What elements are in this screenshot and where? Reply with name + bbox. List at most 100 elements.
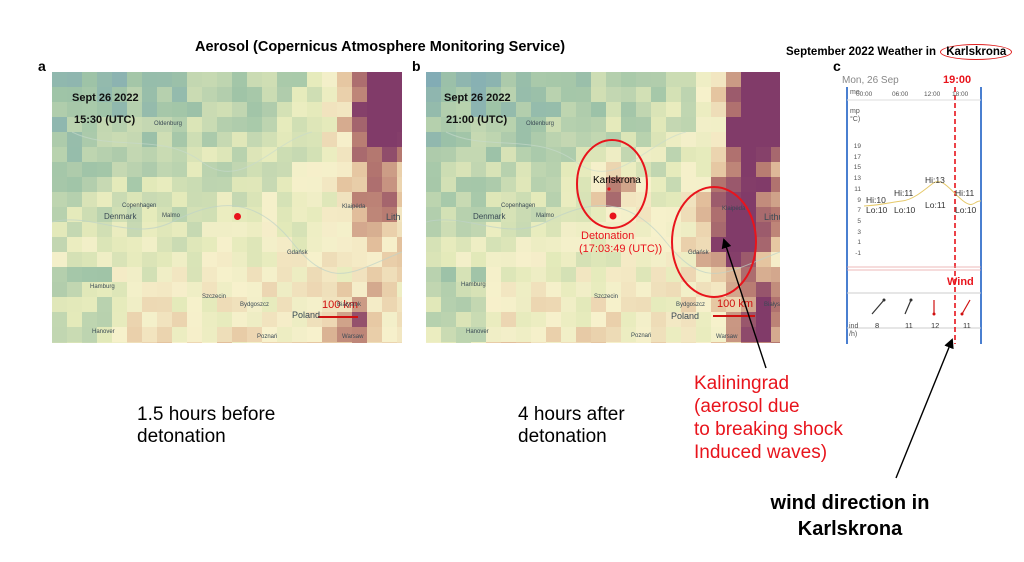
temp-tick: 1	[857, 239, 861, 247]
wind-direction-arrow	[871, 299, 885, 315]
hi-label: Hi:11	[894, 188, 914, 198]
hi-label: Hi:11	[955, 188, 975, 198]
wind-speed: 11	[905, 321, 913, 330]
aerosol-map-b: Sept 26 2022 21:00 (UTC) Denmark Copenhag…	[426, 72, 780, 343]
wind-arrow-head	[909, 298, 913, 302]
weather-title-city: Karlskrona	[940, 44, 1013, 60]
temp-axis-label: mp °C)	[850, 108, 861, 123]
wind-speed: 12	[931, 321, 940, 330]
weather-plot	[846, 87, 982, 344]
place-label: Białystok	[764, 302, 780, 308]
place-label: Gdańsk	[688, 250, 709, 256]
wind-axis-label: ind/h)	[849, 323, 859, 338]
lo-label: Lo:11	[925, 200, 946, 210]
temp-tick: 5	[857, 217, 861, 225]
temp-tick: 17	[853, 153, 861, 161]
time-label: 00:00	[856, 91, 873, 98]
kaliningrad-annotation: Kaliningrad (aerosol due to breaking sho…	[694, 372, 843, 464]
map-a-scale-bar	[318, 316, 358, 318]
aerosol-heatmap-a	[52, 72, 402, 343]
panel-b-label: b	[412, 58, 421, 74]
lo-label: Lo:10	[866, 205, 888, 215]
place-label: Hamburg	[461, 282, 486, 288]
partial-axis-label: me	[850, 89, 860, 96]
place-label: Bydgoszcz	[676, 302, 706, 308]
temp-tick: 7	[857, 207, 861, 215]
temp-curve	[863, 181, 982, 207]
wind-speed: 8	[875, 321, 880, 330]
weather-highlight-time: 19:00	[943, 74, 972, 86]
map-a-time: 15:30 (UTC)	[74, 114, 136, 126]
map-b-time: 21:00 (UTC)	[446, 114, 508, 126]
kaliningrad-note-line2: (aerosol due	[694, 396, 800, 417]
temp-tick: 9	[857, 196, 861, 204]
place-label: Copenhagen	[122, 203, 157, 209]
kaliningrad-note-line3: to breaking shock	[694, 419, 843, 440]
weather-title-prefix: September 2022 Weather in	[786, 46, 936, 58]
temp-tick: 15	[853, 164, 861, 172]
aerosol-map-a: Sept 26 2022 15:30 (UTC) 100 km Denmark C…	[52, 72, 402, 343]
caption-a-line1: 1.5 hours before	[137, 404, 276, 425]
caption-b-line1: 4 hours after	[518, 404, 625, 425]
wind-speed: 11	[963, 321, 971, 330]
weather-title: September 2022 Weather in Karlskrona	[786, 44, 1013, 60]
place-label: Warsaw	[342, 334, 364, 340]
weather-chart: Mon, 26 Sep 19:00 00:00 06:00 12:00 18:00 1…	[842, 72, 988, 344]
hi-label: Hi:10	[866, 195, 886, 205]
temp-tick: 19	[853, 143, 861, 150]
detonation-point-a	[234, 213, 241, 220]
wind-note-line1: wind direction in	[770, 492, 930, 514]
place-label: Poznań	[631, 333, 652, 339]
temp-tick: 3	[857, 228, 861, 236]
time-label: 18:00	[952, 91, 969, 98]
kaliningrad-ellipse	[671, 186, 757, 298]
place-label: Hanover	[466, 329, 489, 335]
kaliningrad-note-line1: Kaliningrad	[694, 373, 790, 394]
wind-note-line2: Karlskrona	[797, 518, 903, 540]
detonation-point-b	[609, 212, 617, 220]
karlskrona-ellipse	[576, 139, 648, 229]
karlskrona-point	[607, 187, 611, 191]
temp-tick: 13	[853, 175, 861, 183]
place-label: Copenhagen	[501, 203, 536, 209]
lo-label: Lo:10	[955, 205, 977, 215]
map-a-scale-label: 100 km	[322, 299, 359, 311]
wind-label: Wind	[947, 276, 974, 288]
place-label: Oldenburg	[526, 121, 555, 127]
place-label: Szczecin	[202, 294, 227, 300]
detonation-label: Detonation	[581, 230, 635, 242]
place-label: Hanover	[92, 329, 115, 335]
lo-label: Lo:10	[894, 205, 916, 215]
wind-direction-arrow	[961, 299, 971, 315]
weather-day: Mon, 26 Sep	[842, 75, 899, 86]
place-label: Denmark	[104, 212, 137, 221]
place-label: Hamburg	[90, 284, 115, 290]
place-label: Gdańsk	[287, 250, 308, 256]
map-a-date: Sept 26 2022	[72, 92, 139, 104]
wind-arrow	[895, 338, 954, 479]
place-label: Bydgoszcz	[240, 302, 270, 308]
caption-a-line2: detonation	[137, 426, 226, 447]
place-label: Poznań	[257, 334, 278, 340]
temp-tick: 11	[854, 185, 861, 193]
caption-a: 1.5 hours before detonation	[137, 404, 275, 448]
time-label: 06:00	[892, 91, 909, 98]
hi-label: Hi:13	[925, 175, 945, 185]
place-label: Denmark	[473, 212, 506, 221]
time-label: 12:00	[924, 91, 941, 98]
wind-arrow-head	[882, 298, 886, 302]
place-label: Lithu	[764, 212, 780, 222]
karlskrona-label: Karlskrona	[593, 175, 641, 186]
place-label: Poland	[671, 311, 700, 321]
place-label: Malmo	[162, 213, 181, 219]
place-label: Szczecin	[594, 294, 619, 300]
map-b-date: Sept 26 2022	[444, 92, 511, 104]
place-label: Malmo	[536, 213, 555, 219]
caption-b: 4 hours after detonation	[518, 404, 625, 448]
detonation-time-label: (17:03:49 (UTC))	[579, 243, 663, 255]
wind-arrow-head	[932, 312, 936, 316]
map-b-scale-bar	[713, 315, 755, 317]
wind-direction-arrow	[904, 299, 912, 315]
place-label: Klaipėda	[342, 204, 366, 210]
place-label: Lith	[386, 212, 401, 222]
